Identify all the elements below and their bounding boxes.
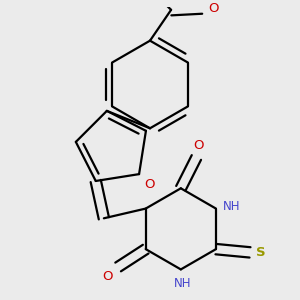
Text: O: O [193,139,203,152]
Text: O: O [208,2,218,15]
Text: NH: NH [223,200,241,214]
Text: O: O [144,178,154,191]
Text: O: O [102,270,112,283]
Text: NH: NH [174,277,191,290]
Text: S: S [256,246,266,259]
